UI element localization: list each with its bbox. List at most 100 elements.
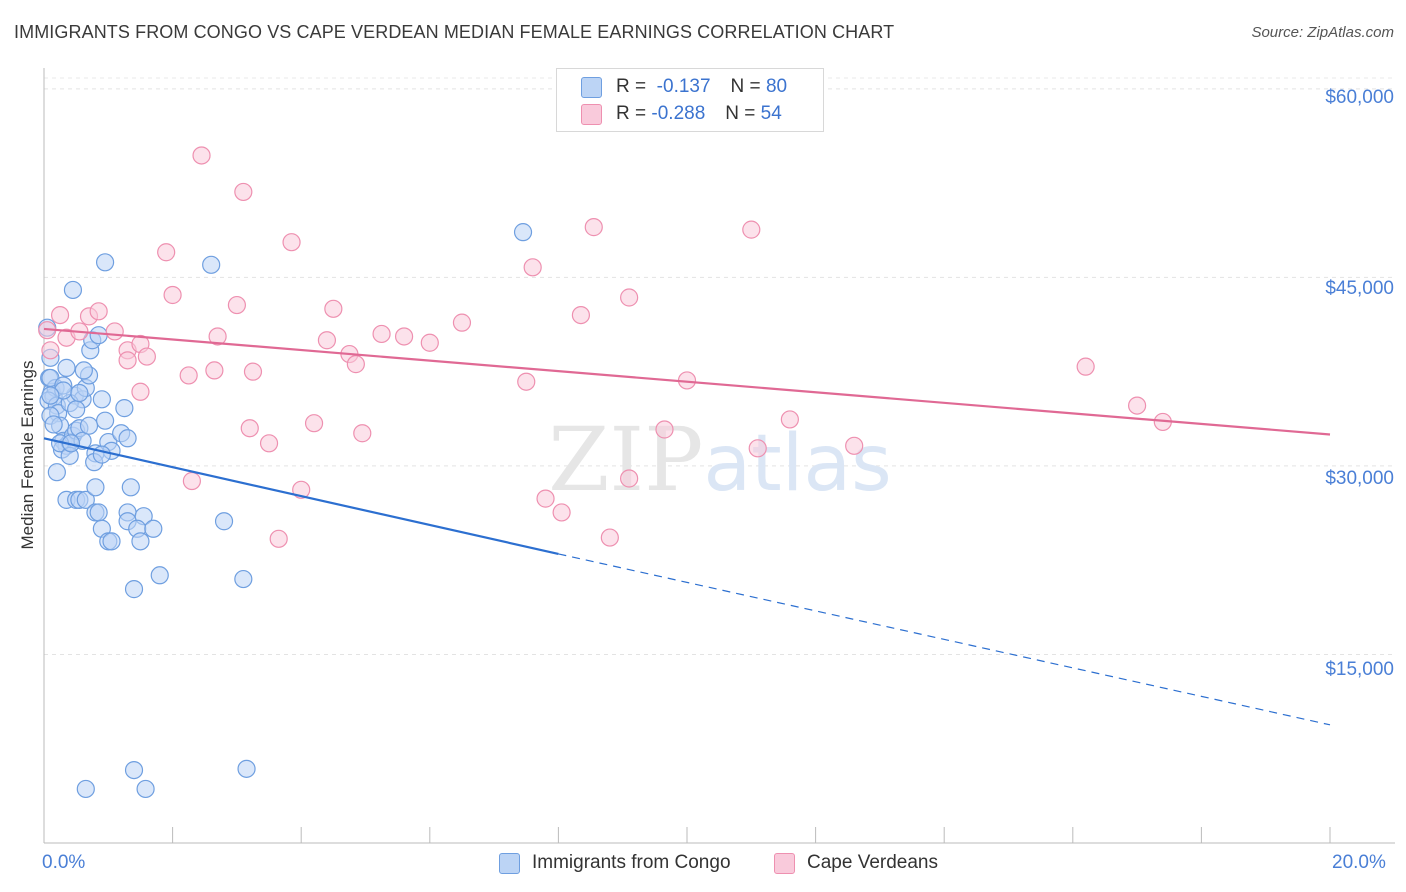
point-cape-verdean-17 — [208, 327, 227, 346]
point-cape-verdean-27 — [317, 331, 337, 350]
point-congo-43 — [89, 503, 108, 522]
point-congo-64 — [44, 415, 63, 434]
point-congo-25 — [89, 326, 108, 345]
point-cape-verdean-37 — [523, 258, 542, 277]
point-cape-verdean-43 — [620, 288, 639, 307]
point-cape-verdean-30 — [346, 355, 365, 374]
point-cape-verdean-28 — [324, 299, 343, 318]
point-congo-58 — [63, 280, 83, 300]
point-cape-verdean-22 — [243, 362, 263, 381]
point-congo-75 — [124, 760, 144, 780]
legend-n-label: N = — [730, 76, 761, 97]
point-congo-55 — [124, 580, 144, 599]
legend-r-label: R = — [616, 103, 647, 124]
point-cape-verdean-48 — [742, 220, 761, 239]
point-cape-verdean-40 — [571, 305, 591, 325]
point-cape-verdean-36 — [517, 372, 536, 391]
point-cape-verdean-21 — [240, 419, 259, 438]
point-cape-verdean-20 — [234, 182, 253, 202]
point-congo-76 — [237, 759, 256, 778]
point-congo-77 — [76, 779, 95, 799]
legend-label-cape-verdean: Cape Verdeans — [807, 852, 938, 873]
point-cape-verdean-54 — [269, 529, 288, 548]
point-congo-78 — [136, 779, 155, 799]
point-cape-verdean-32 — [372, 324, 391, 344]
point-congo-68 — [92, 445, 111, 464]
point-cape-verdean-49 — [780, 410, 799, 429]
legend-label-congo: Immigrants from Congo — [532, 852, 731, 873]
point-congo-74 — [41, 386, 60, 405]
legend-item-congo[interactable]: Immigrants from Congo — [499, 852, 731, 874]
point-congo-57 — [95, 253, 115, 272]
legend-swatch-congo — [499, 852, 520, 874]
point-cape-verdean-51 — [1076, 357, 1095, 376]
point-cape-verdean-7 — [105, 322, 124, 341]
legend-n-value-congo: 80 — [765, 76, 788, 97]
legend-row-cape-verdean: R = -0.288 N = 54 — [581, 101, 782, 127]
y-tick-label-45000: $45,000 — [1325, 278, 1394, 299]
y-tick-label-60000: $60,000 — [1325, 87, 1394, 108]
point-cape-verdean-34 — [420, 333, 439, 352]
point-congo-73 — [79, 416, 99, 435]
series-legend: Immigrants from Congo Cape Verdeans — [0, 852, 1406, 878]
point-cape-verdean-6 — [89, 302, 108, 321]
point-cape-verdean-24 — [282, 233, 301, 252]
point-congo-53 — [214, 512, 234, 531]
legend-row-congo: R = -0.137 N = 80 — [581, 74, 787, 100]
point-congo-35 — [47, 463, 66, 482]
y-tick-label-30000: $30,000 — [1325, 468, 1394, 489]
point-congo-27 — [95, 411, 115, 430]
point-congo-22 — [74, 361, 93, 380]
legend-r-value-cape-verdean: -0.288 — [651, 103, 706, 124]
point-congo-41 — [121, 478, 140, 497]
point-cape-verdean-19 — [227, 295, 246, 315]
point-congo-69 — [67, 400, 86, 419]
point-cape-verdean-31 — [353, 424, 372, 443]
chart-title: IMMIGRANTS FROM CONGO VS CAPE VERDEAN ME… — [14, 22, 895, 42]
legend-swatch-congo — [581, 76, 602, 98]
point-cape-verdean-45 — [655, 420, 674, 439]
legend-n-label: N = — [725, 103, 756, 124]
point-congo-56 — [234, 569, 253, 589]
legend-r-value-congo: -0.137 — [656, 76, 711, 97]
point-cape-verdean-50 — [845, 436, 864, 455]
point-cape-verdean-14 — [163, 285, 182, 305]
point-congo-32 — [115, 399, 134, 418]
trendline-congo — [43, 437, 559, 555]
point-congo-60 — [513, 223, 533, 242]
point-congo-51 — [102, 532, 121, 551]
point-cape-verdean-33 — [394, 327, 414, 346]
point-cape-verdean-47 — [748, 439, 767, 458]
point-congo-31 — [118, 429, 137, 448]
point-cape-verdean-38 — [536, 489, 555, 508]
point-cape-verdean-52 — [1127, 396, 1147, 415]
point-cape-verdean-55 — [182, 471, 201, 491]
correlation-legend: R = -0.137 N = 80 R = -0.288 N = 54 — [556, 68, 824, 132]
point-cape-verdean-42 — [600, 528, 619, 547]
legend-swatch-cape-verdean — [581, 103, 602, 125]
point-cape-verdean-39 — [552, 503, 571, 522]
point-cape-verdean-18 — [205, 361, 224, 380]
point-congo-26 — [92, 390, 111, 409]
point-cape-verdean-26 — [304, 414, 324, 433]
point-congo-40 — [86, 478, 105, 497]
x-tick-label-min: 0.0% — [42, 852, 86, 873]
point-cape-verdean-41 — [584, 218, 603, 237]
point-cape-verdean-15 — [179, 366, 198, 385]
point-congo-59 — [202, 255, 221, 274]
legend-r-label: R = — [616, 76, 647, 97]
trendline-cape-verdean — [43, 327, 1331, 436]
source-label: Source: ZipAtlas.com — [1251, 24, 1394, 41]
point-congo-39 — [76, 490, 95, 509]
point-cape-verdean-1 — [41, 341, 60, 360]
point-cape-verdean-13 — [157, 243, 176, 262]
point-congo-72 — [57, 358, 76, 377]
legend-swatch-cape-verdean — [774, 852, 795, 874]
point-congo-52 — [131, 532, 150, 551]
trendline-extrapolated-congo — [558, 553, 1331, 726]
point-cape-verdean-44 — [620, 469, 639, 488]
point-cape-verdean-35 — [452, 313, 472, 332]
legend-item-cape-verdean[interactable]: Cape Verdeans — [774, 852, 938, 874]
point-congo-71 — [70, 383, 89, 403]
